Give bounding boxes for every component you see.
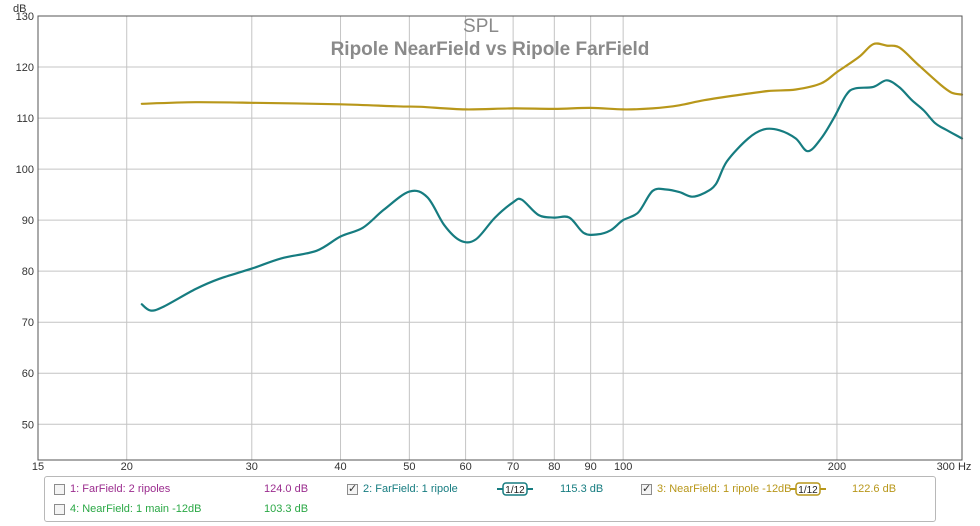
checkbox-nearfield-1-main[interactable]	[54, 503, 65, 515]
legend-label: 3: NearField: 1 ripole -12dB	[657, 483, 792, 495]
legend-label: 4: NearField: 1 main -12dB	[70, 503, 202, 515]
y-tick-label: 70	[22, 317, 34, 329]
x-tick-label: 300 Hz	[937, 461, 972, 473]
smoothing-label: 1/12	[798, 485, 818, 496]
x-tick-label: 90	[585, 461, 597, 473]
x-tick-label: 40	[334, 461, 346, 473]
legend-item-farfield-2-ripoles[interactable]: 1: FarField: 2 ripoles	[54, 481, 170, 497]
plot-area	[38, 16, 962, 460]
x-tick-label: 100	[614, 461, 632, 473]
checkbox-nearfield-1-ripole[interactable]	[641, 482, 652, 495]
legend-value: 122.6 dB	[852, 483, 897, 495]
checkbox-farfield-2-ripoles[interactable]	[54, 483, 65, 495]
x-tick-labels: 15 20 30 40 50 60 70 80 90 100 200 300 Hz	[32, 461, 972, 473]
legend-value: 115.3 dB	[560, 483, 604, 495]
x-tick-label: 30	[246, 461, 258, 473]
legend-item-nearfield-1-main[interactable]: 4: NearField: 1 main -12dB	[54, 501, 201, 517]
y-tick-label: 50	[22, 419, 34, 431]
legend-panel	[44, 476, 936, 522]
x-tick-label: 70	[507, 461, 519, 473]
y-tick-labels: 50 60 70 80 90 100 110 120 130	[16, 11, 34, 431]
legend-item-farfield-1-ripole[interactable]: 2: FarField: 1 ripole	[347, 481, 458, 497]
spl-chart: 50 60 70 80 90 100 110 120 130 15 20 30 40 50 60 70 80 9…	[13, 3, 972, 473]
grid-lines	[37, 15, 963, 460]
x-tick-label: 20	[121, 461, 133, 473]
y-tick-label: 130	[16, 11, 34, 23]
legend-label: 1: FarField: 2 ripoles	[70, 483, 171, 495]
legend-label: 2: FarField: 1 ripole	[363, 483, 458, 495]
checkbox-farfield-1-ripole[interactable]	[347, 482, 358, 495]
series-line-1	[140, 42, 964, 111]
chart-subtitle: Ripole NearField vs Ripole FarField	[331, 39, 650, 60]
series-line-2	[140, 79, 964, 312]
y-tick-label: 120	[16, 62, 34, 74]
legend-value: 103.3 dB	[264, 503, 309, 515]
smoothing-control-farfield-1-ripole[interactable]: 1/12	[497, 482, 533, 496]
smoothing-control-nearfield-1-ripole[interactable]: 1/12	[790, 482, 826, 496]
x-tick-label: 60	[459, 461, 471, 473]
legend-value: 124.0 dB	[264, 483, 309, 495]
legend-item-nearfield-1-ripole[interactable]: 3: NearField: 1 ripole -12dB	[641, 481, 792, 497]
smoothing-label: 1/12	[505, 485, 525, 496]
y-tick-label: 100	[16, 164, 34, 176]
x-tick-label: 15	[32, 461, 44, 473]
x-tick-label: 50	[403, 461, 415, 473]
y-tick-label: 90	[22, 215, 34, 227]
series-layer	[140, 42, 964, 312]
x-tick-label: 200	[828, 461, 846, 473]
y-tick-label: 60	[22, 368, 34, 380]
y-tick-label: 80	[22, 266, 34, 278]
x-tick-label: 80	[548, 461, 560, 473]
chart-title: SPL	[463, 16, 499, 37]
y-tick-label: 110	[16, 113, 34, 125]
plot-frame	[37, 15, 963, 461]
y-axis-label: dB	[13, 3, 26, 15]
